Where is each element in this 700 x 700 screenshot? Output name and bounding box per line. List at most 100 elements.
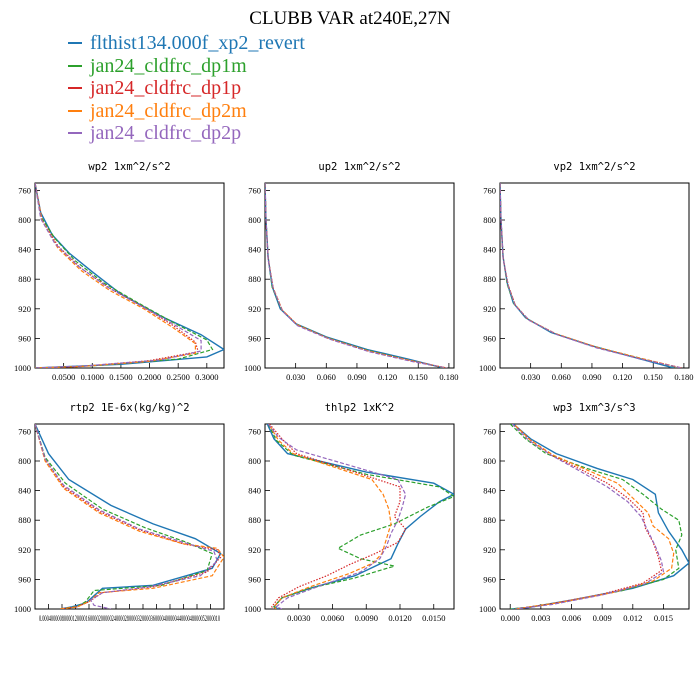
y-tick-label: 880 [248,274,261,284]
x-tick-label: 0.090 [582,372,601,382]
plot-frame [34,423,225,610]
series-line [500,183,682,368]
plot-frame [499,182,690,369]
legend-item: jan24_cldfrc_dp2m [68,100,305,123]
y-tick-label: 880 [248,515,261,525]
chart-panel: wp3 1xm^3/s^3 760 800 840 880 920 960 1000 0.000… [479,402,690,623]
legend-swatch [68,109,82,112]
y-tick-label: 960 [18,333,31,343]
x-tick-label: 0.009 [593,613,612,623]
chart-panel: up2 1xm^2/s^2 760 800 840 880 920 960 1000 0.030… [244,161,458,382]
series-line [267,424,454,609]
y-tick-label: 960 [483,333,496,343]
series-line [500,183,682,368]
y-tick-label: 760 [18,185,31,195]
legend-swatch [68,87,82,90]
series-line [35,424,224,609]
y-tick-label: 1000 [244,363,261,373]
x-tick-label: 0.1000 [81,372,104,382]
chart-panel: vp2 1xm^2/s^2 760 800 840 880 920 960 1000 0.030… [479,161,693,382]
series-line [500,183,674,368]
legend-label: jan24_cldfrc_dp2p [90,122,242,145]
y-tick-label: 880 [483,274,496,284]
x-tick-label: 0.0150 [422,613,445,623]
legend: flthist134.000f_xp2_revert jan24_cldfrc_… [68,32,305,145]
x-tick-label: 0.000 [501,613,520,623]
legend-item: flthist134.000f_xp2_revert [68,32,305,55]
series-line [265,183,444,368]
series-line [35,424,219,609]
x-tick-label: 0.0120 [388,613,411,623]
y-tick-label: 960 [18,574,31,584]
series-line [265,183,447,368]
y-tick-label: 880 [483,515,496,525]
y-tick-label: 880 [18,515,31,525]
series-line [265,183,447,368]
chart-panel: thlp2 1xK^2 760 800 840 880 920 960 1000 0.0030 0… [244,402,455,623]
legend-label: jan24_cldfrc_dp2m [90,99,247,122]
x-tick-label: 0.00040000080000120000160000200000240000… [39,613,220,623]
series-line [500,183,682,368]
y-tick-label: 1000 [244,604,261,614]
panel-title: up2 1xm^2/s^2 [318,161,400,173]
panel-title: wp3 1xm^3/s^3 [553,402,635,414]
y-tick-label: 840 [248,486,261,496]
x-tick-label: 0.3000 [195,372,218,382]
x-tick-label: 0.0030 [287,613,310,623]
series-line [35,424,213,609]
panel-title: vp2 1xm^2/s^2 [553,161,635,173]
x-tick-label: 0.1500 [109,372,132,382]
x-tick-label: 0.180 [439,372,458,382]
x-tick-label: 0.060 [552,372,571,382]
x-tick-label: 0.0500 [52,372,75,382]
figure-title: CLUBB VAR at240E,27N [249,8,451,29]
series-line [35,183,224,368]
y-tick-label: 880 [18,274,31,284]
series-line [265,183,447,368]
x-tick-label: 0.2500 [166,372,189,382]
legend-item: jan24_cldfrc_dp1m [68,55,305,78]
x-tick-label: 0.006 [562,613,581,623]
y-tick-label: 840 [18,486,31,496]
x-tick-label: 0.003 [531,613,550,623]
x-tick-label: 0.150 [644,372,663,382]
y-tick-label: 800 [483,215,496,225]
y-tick-label: 1000 [479,363,496,373]
legend-label: flthist134.000f_xp2_revert [90,32,305,55]
x-tick-label: 0.030 [521,372,540,382]
series-line [514,425,663,609]
series-line [35,424,222,609]
x-tick-label: 0.150 [409,372,428,382]
legend-label: jan24_cldfrc_dp1p [90,77,242,100]
panel-title: wp2 1xm^2/s^2 [88,161,170,173]
y-tick-label: 760 [248,426,261,436]
series-line [265,183,444,368]
x-tick-label: 0.0090 [355,613,378,623]
series-line [266,424,454,609]
legend-item: jan24_cldfrc_dp2p [68,122,305,145]
x-tick-label: 0.090 [347,372,366,382]
legend-item: jan24_cldfrc_dp1p [68,77,305,100]
series-line [500,183,679,368]
y-tick-label: 840 [18,245,31,255]
series-line [514,425,675,609]
series-line [511,424,665,609]
y-tick-label: 800 [248,215,261,225]
y-tick-label: 920 [248,304,261,314]
plot-frame [264,182,455,369]
x-tick-label: 0.030 [286,372,305,382]
y-tick-label: 1000 [14,604,31,614]
series-line [35,183,202,368]
y-tick-label: 840 [248,245,261,255]
x-tick-label: 0.015 [654,613,673,623]
series-line [35,183,199,368]
y-tick-label: 920 [18,545,31,555]
x-tick-label: 0.180 [674,372,693,382]
y-tick-label: 800 [18,215,31,225]
y-tick-label: 920 [483,304,496,314]
y-tick-label: 800 [483,456,496,466]
y-tick-label: 840 [483,486,496,496]
y-tick-label: 960 [483,574,496,584]
panel-title: thlp2 1xK^2 [325,402,395,414]
legend-swatch [68,42,82,45]
